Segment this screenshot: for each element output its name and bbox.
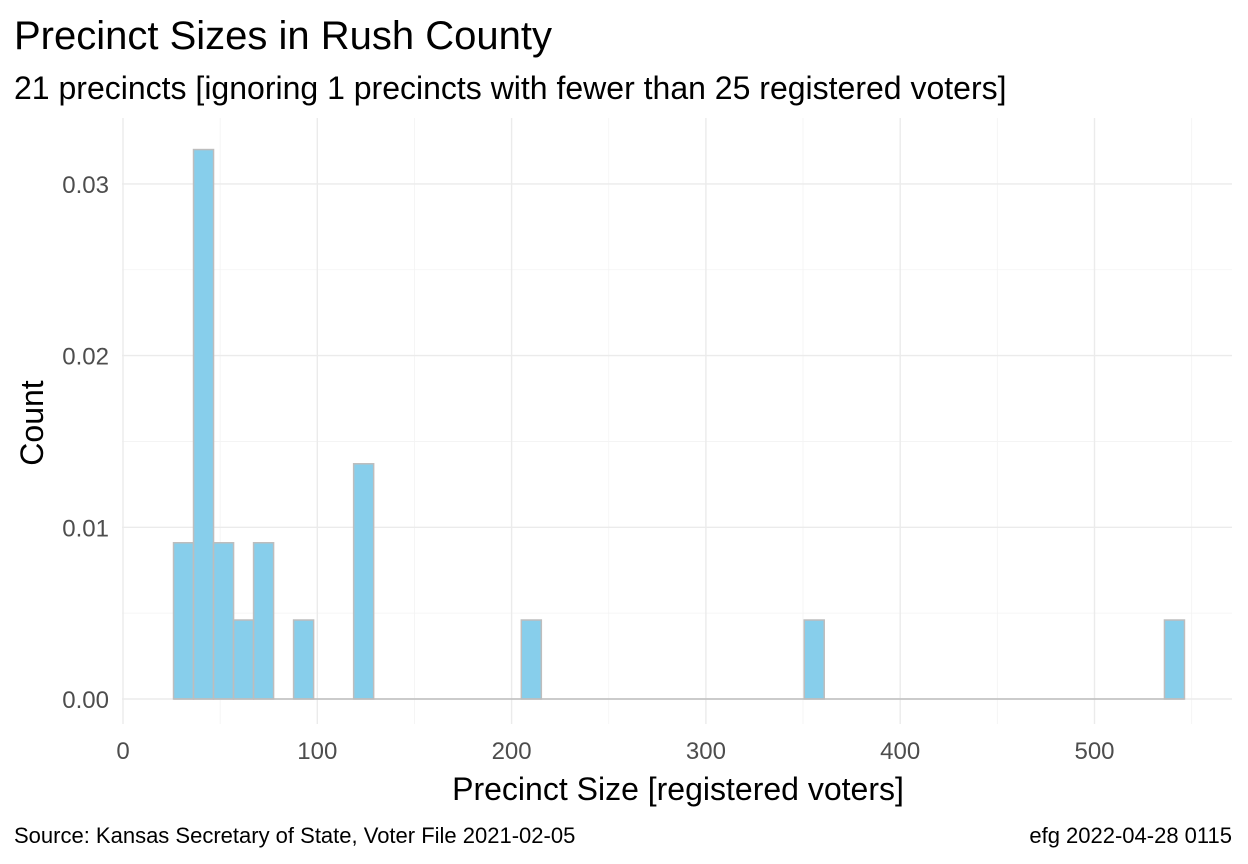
x-tick-label: 400 [880, 738, 920, 765]
plot-area: 0 100 200 300 400 500 0.00 0.01 0.02 0.03 [62, 118, 1232, 765]
histogram-bar [803, 619, 825, 700]
histogram-bar [520, 619, 543, 700]
histogram-bar [172, 542, 195, 700]
y-axis-ticks: 0.00 0.01 0.02 0.03 [62, 172, 109, 714]
y-tick-label: 0.00 [62, 687, 109, 714]
x-tick-label: 100 [297, 738, 337, 765]
x-tick-label: 0 [116, 738, 129, 765]
y-tick-label: 0.01 [62, 515, 109, 542]
histogram-bar [352, 463, 375, 700]
grid-lines [122, 118, 1232, 724]
source-caption: Source: Kansas Secretary of State, Voter… [14, 823, 575, 848]
chart-subtitle: 21 precincts [ignoring 1 precincts with … [14, 70, 1007, 106]
credit-caption: efg 2022-04-28 0115 [1029, 823, 1232, 848]
x-axis-ticks: 0 100 200 300 400 500 [116, 738, 1114, 765]
x-tick-label: 200 [492, 738, 532, 765]
chart-title: Precinct Sizes in Rush County [14, 14, 552, 58]
y-tick-label: 0.02 [62, 344, 109, 371]
histogram-bar [192, 148, 215, 700]
x-tick-label: 300 [686, 738, 726, 765]
histogram-bar [252, 542, 275, 700]
histogram-bar [232, 619, 255, 700]
histogram-bar [212, 542, 235, 700]
x-axis-title: Precinct Size [registered voters] [452, 771, 904, 807]
histogram-bars [172, 148, 1186, 700]
histogram-bar [1163, 619, 1186, 700]
y-tick-label: 0.03 [62, 172, 109, 199]
y-axis-title: Count [14, 380, 50, 466]
x-tick-label: 500 [1074, 738, 1114, 765]
histogram-bar [292, 619, 315, 700]
